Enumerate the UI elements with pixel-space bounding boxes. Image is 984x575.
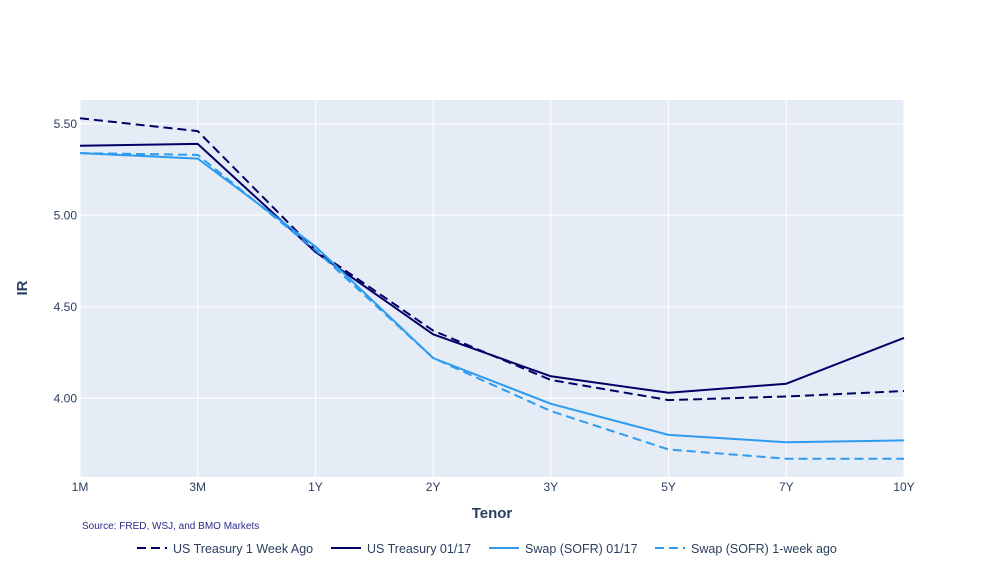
x-tick-label: 7Y [779,480,794,494]
x-tick-label: 5Y [661,480,676,494]
y-axis-title: IR [14,280,31,295]
plot-area [80,100,904,477]
x-tick-label: 10Y [893,480,914,494]
series-line-swap-sofr-1-week-ago [79,152,904,460]
series-line-us-treasury-01-17 [79,142,905,394]
y-tick-label: 4.50 [54,300,78,314]
x-tick-label: 1Y [308,480,323,494]
x-tick-label: 1M [72,480,89,494]
legend-label: Swap (SOFR) 01/17 [525,542,638,556]
legend-label: US Treasury 01/17 [367,542,471,556]
x-tick-label: 3Y [544,480,559,494]
x-tick-label: 3M [189,480,206,494]
x-tick-label: 2Y [426,480,441,494]
source-annotation: Source: FRED, WSJ, and BMO Markets [82,521,259,532]
series-lines [79,117,905,460]
y-tick-label: 5.00 [54,208,78,222]
legend-label: US Treasury 1 Week Ago [173,542,313,556]
y-tick-labels: 4.00 4.50 5.00 5.50 [54,117,78,406]
x-gridlines [79,100,905,477]
y-tick-label: 4.00 [54,391,78,405]
x-axis-title: Tenor [472,505,513,522]
y-gridlines [80,123,904,399]
legend: US Treasury 1 Week Ago US Treasury 01/17 S… [137,542,837,556]
y-tick-label: 5.50 [54,117,78,131]
series-line-swap-sofr-01-17 [79,152,905,444]
x-tick-labels: 1M 3M 1Y 2Y 3Y 5Y 7Y 10Y [72,480,915,494]
legend-label: Swap (SOFR) 1-week ago [691,542,837,556]
